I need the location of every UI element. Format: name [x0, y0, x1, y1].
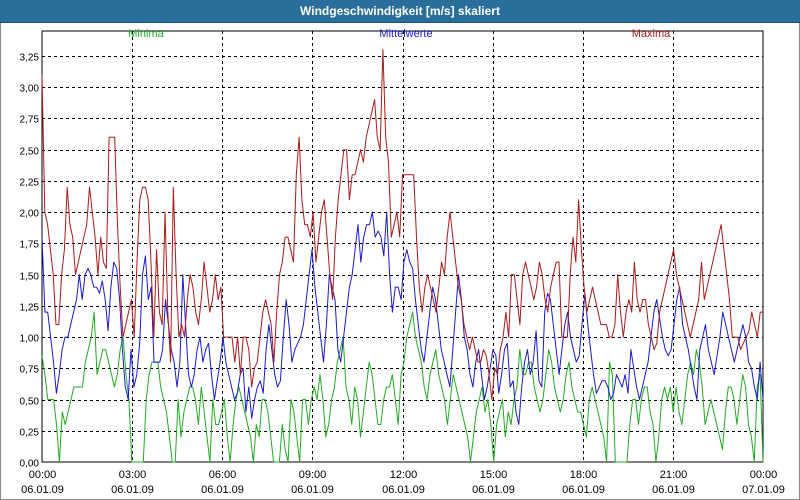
x-tick-time: 06:00 [209, 469, 237, 481]
y-tick-label: 2,25 [20, 178, 40, 189]
y-tick-label: 3,00 [20, 84, 40, 95]
series-line-mittelwerte [41, 211, 764, 425]
x-tick-time: 12:00 [390, 469, 418, 481]
x-tick-time: 18:00 [570, 469, 598, 481]
x-tick-date: 06.01.09 [382, 484, 425, 496]
line-chart: 0,00 0,25 0,50 0,75 1,00 1,25 1,50 1,75 2,00 2,25… [20, 28, 785, 496]
plot-area [41, 30, 764, 463]
y-tick-label: 0,25 [20, 428, 40, 439]
x-tick-time: 00:00 [29, 469, 57, 481]
x-axis-ticks: 00:00 06.01.09 03:00 06.01.09 06:00 06.01.09 0… [21, 469, 785, 496]
y-tick-label: 1,00 [20, 334, 40, 345]
y-tick-label: 1,75 [20, 240, 40, 251]
legend-maxima: Maxima [632, 28, 671, 40]
y-tick-label: 0,75 [20, 365, 40, 376]
x-tick-time: 09:00 [299, 469, 327, 481]
x-tick-date: 06.01.09 [111, 484, 154, 496]
y-tick-label: 3,25 [20, 53, 40, 64]
series-line-maxima [41, 49, 763, 400]
x-tick-time: 03:00 [119, 469, 147, 481]
x-tick-date: 06.01.09 [472, 484, 515, 496]
y-tick-label: 1,25 [20, 303, 40, 314]
x-tick-time: 00:00 [750, 469, 778, 481]
y-tick-label: 1,50 [20, 272, 40, 283]
x-tick-date: 06.01.09 [21, 484, 64, 496]
chart-title: Windgeschwindigkeit [m/s] skaliert [300, 4, 500, 18]
y-tick-label: 0,00 [20, 459, 40, 470]
x-tick-date: 07.01.09 [742, 484, 785, 496]
x-tick-date: 06.01.09 [652, 484, 695, 496]
legend-mittelwerte: Mittelwerte [379, 28, 432, 40]
x-tick-time: 15:00 [480, 469, 508, 481]
y-tick-label: 2,75 [20, 115, 40, 126]
x-tick-date: 06.01.09 [291, 484, 334, 496]
legend: Minima Mittelwerte Maxima [128, 28, 671, 40]
series-lines [41, 49, 764, 463]
series-line-minima [41, 311, 764, 463]
y-tick-label: 2,50 [20, 147, 40, 158]
chart-frame: 0,00 0,25 0,50 0,75 1,00 1,25 1,50 1,75 2,00 2,25… [0, 23, 800, 500]
y-tick-label: 2,00 [20, 209, 40, 220]
y-axis-ticks: 0,00 0,25 0,50 0,75 1,00 1,25 1,50 1,75 2,00 2,25… [20, 53, 40, 470]
x-tick-time: 21:00 [660, 469, 688, 481]
x-tick-date: 06.01.09 [201, 484, 244, 496]
legend-minima: Minima [128, 28, 164, 40]
title-bar: Windgeschwindigkeit [m/s] skaliert [0, 0, 800, 23]
x-tick-date: 06.01.09 [562, 484, 605, 496]
y-tick-label: 0,50 [20, 397, 40, 408]
